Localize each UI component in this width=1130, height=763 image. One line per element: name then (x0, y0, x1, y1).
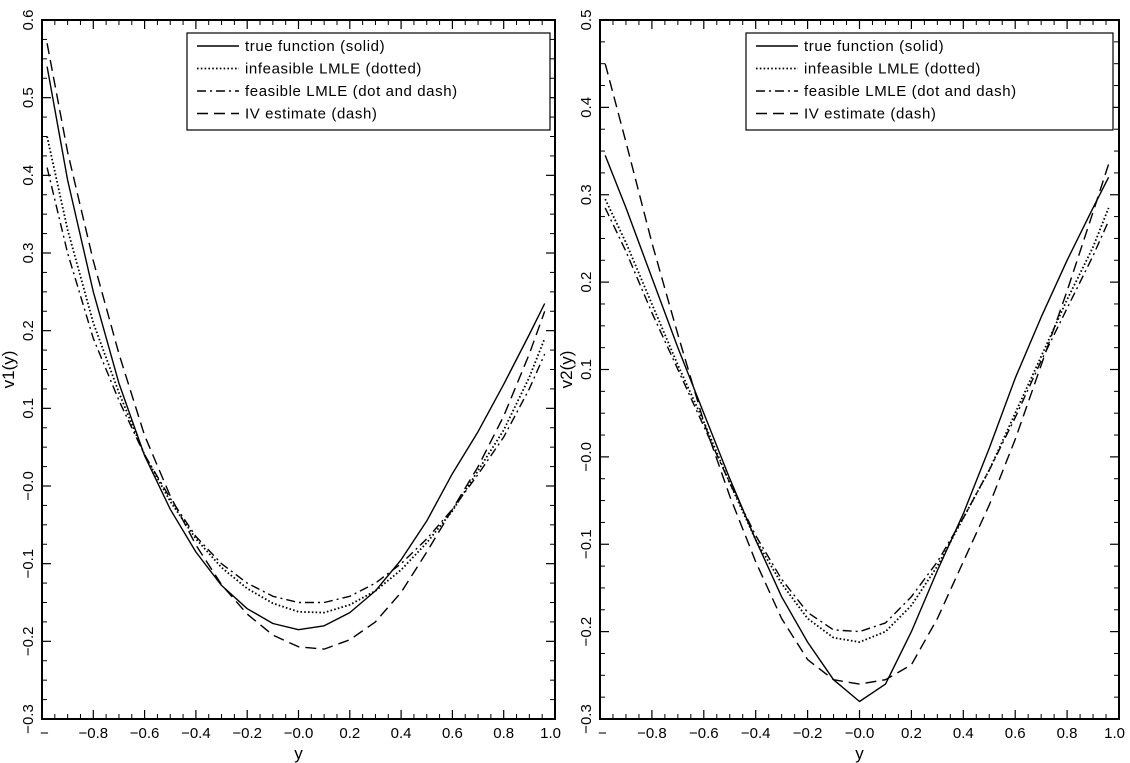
chart-1-legend: true function (solid) infeasible LMLE (do… (186, 32, 551, 131)
right-chart-panel: − −0.8 −0.6 −0.4 −0.2 −0.0 0.2 0.4 0.6 0.8 1.0 −0.3… (557, 10, 1125, 763)
chart-1-x-tick-label: −0.0 (284, 725, 314, 742)
chart-2-legend-box (745, 32, 1114, 131)
chart-2-legend-label-iv-estimate-dash: IV estimate (dash) (804, 106, 937, 123)
chart-1-legend-label-infeasible-lmle-dotted: infeasible LMLE (dotted) (245, 61, 422, 78)
chart-2-y-tick-label: 0.3 (578, 184, 595, 205)
chart-1-series-line-feasible-lmle-dot-and-dash (46, 167, 546, 604)
chart-1-y-tick-label: −0.2 (20, 627, 37, 657)
chart-2-y-tick-label: 0.2 (578, 272, 595, 293)
chart-1-y-tick-label: −0.3 (20, 704, 37, 734)
chart-1-y-tick-label: −0.1 (20, 549, 37, 579)
chart-1-x-tick-label: 0.2 (339, 725, 360, 742)
chart-1-x-tick-label: −0.8 (78, 725, 108, 742)
chart-2-y-tick-label: −0.0 (578, 442, 595, 472)
chart-1-y-tick-label: 0.5 (20, 87, 37, 108)
chart-2-x-tick-label: 1.0 (1104, 725, 1125, 742)
chart-2-legend-label-infeasible-lmle-dotted: infeasible LMLE (dotted) (804, 61, 981, 78)
chart-1-x-tick-label: −0.4 (181, 725, 211, 742)
chart-2-x-tick-label: 0.6 (1005, 725, 1026, 742)
chart-1-y-tick-label: 0.2 (20, 320, 37, 341)
chart-1-x-tick-label: 0.6 (442, 725, 463, 742)
chart-1-x-tick-label: −0.2 (232, 725, 262, 742)
chart-2-x-tick-label: 0.2 (901, 725, 922, 742)
chart-2-x-tick-label: −0.4 (741, 725, 771, 742)
chart-2-y-tick-label: 0.1 (578, 359, 595, 380)
chart-2-legend-label-true-function-solid: true function (solid) (804, 38, 944, 55)
chart-2-y-tick-label: −0.3 (578, 704, 595, 734)
chart-2-x-tick-label: − (598, 725, 607, 742)
chart-1-x-tick-label: 1.0 (540, 725, 561, 742)
chart-2-x-tick-label: −0.6 (689, 725, 719, 742)
chart-1-x-tick-label: 0.8 (493, 725, 514, 742)
chart-1-legend-label-true-function-solid: true function (solid) (245, 38, 385, 55)
chart-1-legend-box (186, 32, 551, 131)
chart-2-series-line-infeasible-lmle-dotted (604, 198, 1110, 643)
chart-1-y-tick-label: −0.0 (20, 471, 37, 501)
chart-1-legend-label-feasible-lmle-dot-and-dash: feasible LMLE (dot and dash) (245, 83, 458, 100)
chart-2-series-line-feasible-lmle-dot-and-dash (604, 207, 1110, 633)
chart-1-x-tick-label: − (40, 725, 49, 742)
chart-2-x-tick-label: −0.8 (637, 725, 667, 742)
chart-1-y-tick-label: 0.1 (20, 398, 37, 419)
chart-2-x-tick-label: −0.0 (845, 725, 875, 742)
chart-1-x-axis-title: y (294, 744, 303, 763)
chart-2-series-line-iv-estimate-dash (604, 63, 1110, 685)
chart-1-y-tick-label: 0.4 (20, 165, 37, 186)
chart-1-y-tick-label: 0.6 (20, 10, 37, 31)
chart-2-y-tick-label: 0.4 (578, 97, 595, 118)
chart-1-series-line-iv-estimate-dash (46, 43, 546, 650)
chart-2-y-axis-title: v2(y) (557, 351, 576, 389)
left-chart-panel: − −0.8 −0.6 −0.4 −0.2 −0.0 0.2 0.4 0.6 0.8 1.0 −0.3… (0, 10, 561, 763)
chart-2-series-line-true-function-solid (604, 155, 1110, 703)
chart-1-y-axis-title: v1(y) (0, 351, 18, 389)
chart-2-x-tick-label: −0.2 (793, 725, 823, 742)
chart-1-x-tick-label: −0.6 (130, 725, 160, 742)
chart-1-series-line-infeasible-lmle-dotted (46, 136, 546, 614)
chart-1-x-tick-label: 0.4 (391, 725, 412, 742)
chart-1-legend-label-iv-estimate-dash: IV estimate (dash) (245, 106, 378, 123)
chart-2-y-tick-label: −0.1 (578, 529, 595, 559)
chart-2-y-tick-label: 0.5 (578, 10, 595, 31)
chart-2-legend-label-feasible-lmle-dot-and-dash: feasible LMLE (dot and dash) (804, 83, 1017, 100)
chart-2-x-axis-title: y (855, 744, 864, 763)
chart-2-legend: true function (solid) infeasible LMLE (do… (745, 32, 1114, 131)
chart-1-series-line-true-function-solid (46, 66, 546, 631)
chart-2-x-tick-label: 0.8 (1057, 725, 1078, 742)
chart-1-y-tick-label: 0.3 (20, 243, 37, 264)
chart-2-y-tick-label: −0.2 (578, 617, 595, 647)
chart-2-x-tick-label: 0.4 (953, 725, 974, 742)
